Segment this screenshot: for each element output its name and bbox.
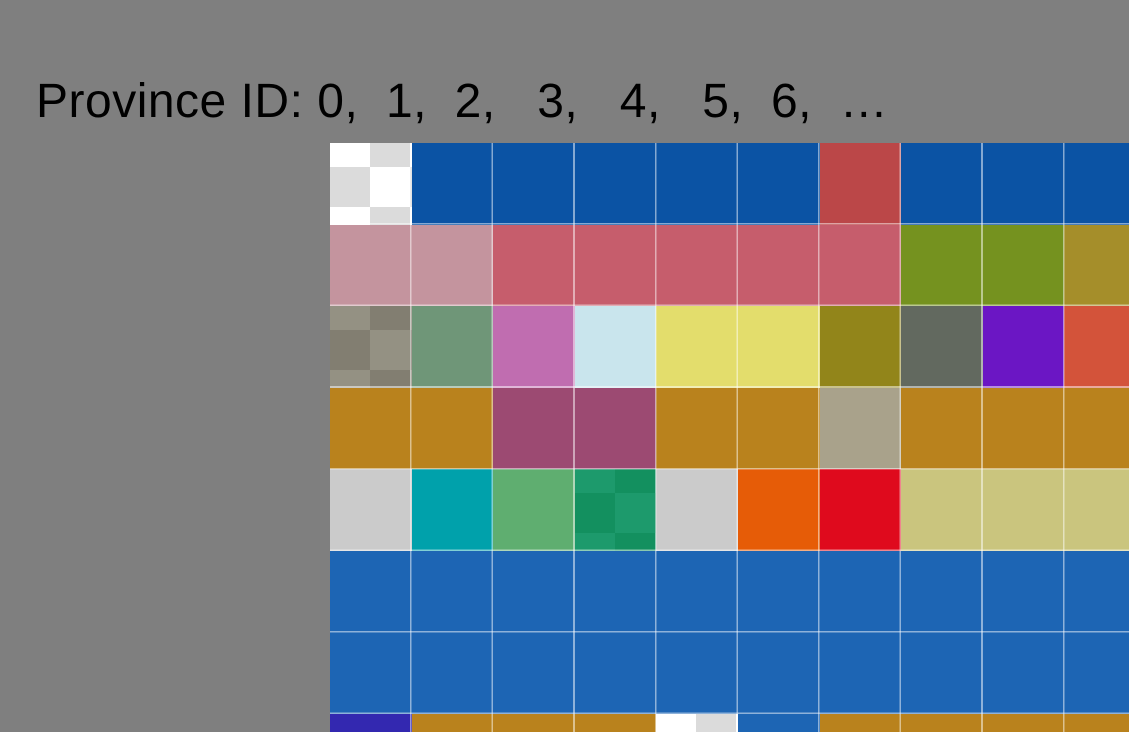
province-cell bbox=[737, 387, 820, 470]
province-cell bbox=[574, 469, 657, 551]
province-cell bbox=[819, 469, 902, 551]
province-cell bbox=[656, 224, 738, 307]
province-cell bbox=[982, 306, 1065, 388]
province-cell bbox=[737, 714, 820, 732]
province-cell bbox=[982, 714, 1065, 732]
province-cell bbox=[901, 632, 983, 715]
province-cell bbox=[901, 714, 983, 732]
province-cell bbox=[574, 632, 657, 715]
province-cell bbox=[982, 632, 1065, 715]
province-cell bbox=[737, 550, 820, 633]
province-cell bbox=[330, 714, 412, 732]
province-cell bbox=[411, 387, 494, 470]
province-cell bbox=[411, 469, 494, 551]
province-cell bbox=[982, 550, 1065, 633]
province-grid bbox=[330, 143, 1129, 732]
province-cell bbox=[656, 632, 738, 715]
province-cell bbox=[819, 387, 902, 470]
province-cell bbox=[901, 550, 983, 633]
province-cell bbox=[330, 469, 412, 551]
province-cell bbox=[330, 143, 412, 225]
province-cell bbox=[737, 632, 820, 715]
province-cell bbox=[493, 224, 575, 307]
province-cell bbox=[493, 714, 575, 732]
province-cell bbox=[574, 714, 657, 732]
province-cell bbox=[330, 550, 412, 633]
province-cell bbox=[656, 387, 738, 470]
province-cell bbox=[901, 224, 983, 307]
province-cell bbox=[819, 143, 902, 225]
province-cell bbox=[574, 143, 657, 225]
province-cells bbox=[330, 143, 1129, 732]
province-cell bbox=[411, 143, 494, 225]
province-cell bbox=[737, 306, 820, 388]
province-cell bbox=[819, 224, 902, 307]
province-cell bbox=[574, 550, 657, 633]
province-cell bbox=[1064, 387, 1129, 470]
province-cell bbox=[411, 306, 494, 388]
province-cell bbox=[411, 632, 494, 715]
province-cell bbox=[574, 387, 657, 470]
province-cell bbox=[901, 469, 983, 551]
province-cell bbox=[1064, 714, 1129, 732]
province-cell bbox=[737, 224, 820, 307]
page-title: Province ID: 0, 1, 2, 3, 4, 5, 6, … bbox=[36, 75, 889, 128]
province-cell bbox=[330, 306, 412, 388]
province-cell bbox=[493, 306, 575, 388]
province-cell bbox=[330, 387, 412, 470]
province-cell bbox=[819, 306, 902, 388]
province-cell bbox=[574, 306, 657, 388]
province-cell bbox=[1064, 632, 1129, 715]
province-cell bbox=[982, 469, 1065, 551]
province-cell bbox=[982, 224, 1065, 307]
province-cell bbox=[819, 714, 902, 732]
province-cell bbox=[493, 550, 575, 633]
province-cell bbox=[819, 550, 902, 633]
province-cell bbox=[330, 632, 412, 715]
province-cell bbox=[656, 143, 738, 225]
province-cell bbox=[901, 143, 983, 225]
province-cell bbox=[1064, 550, 1129, 633]
province-cell bbox=[656, 306, 738, 388]
province-cell bbox=[1064, 469, 1129, 551]
province-cell bbox=[330, 224, 412, 307]
province-cell bbox=[1064, 224, 1129, 307]
province-cell bbox=[656, 469, 738, 551]
province-cell bbox=[493, 387, 575, 470]
province-cell bbox=[656, 550, 738, 633]
province-cell bbox=[656, 714, 738, 732]
province-cell bbox=[493, 632, 575, 715]
province-cell bbox=[819, 632, 902, 715]
province-cell bbox=[901, 306, 983, 388]
province-cell bbox=[411, 224, 494, 307]
province-cell bbox=[1064, 143, 1129, 225]
province-cell bbox=[493, 469, 575, 551]
province-cell bbox=[737, 143, 820, 225]
province-cell bbox=[901, 387, 983, 470]
province-cell bbox=[411, 550, 494, 633]
province-cell bbox=[982, 387, 1065, 470]
province-cell bbox=[493, 143, 575, 225]
province-cell bbox=[1064, 306, 1129, 388]
province-cell bbox=[411, 714, 494, 732]
province-cell bbox=[737, 469, 820, 551]
province-cell bbox=[982, 143, 1065, 225]
province-cell bbox=[574, 224, 657, 307]
